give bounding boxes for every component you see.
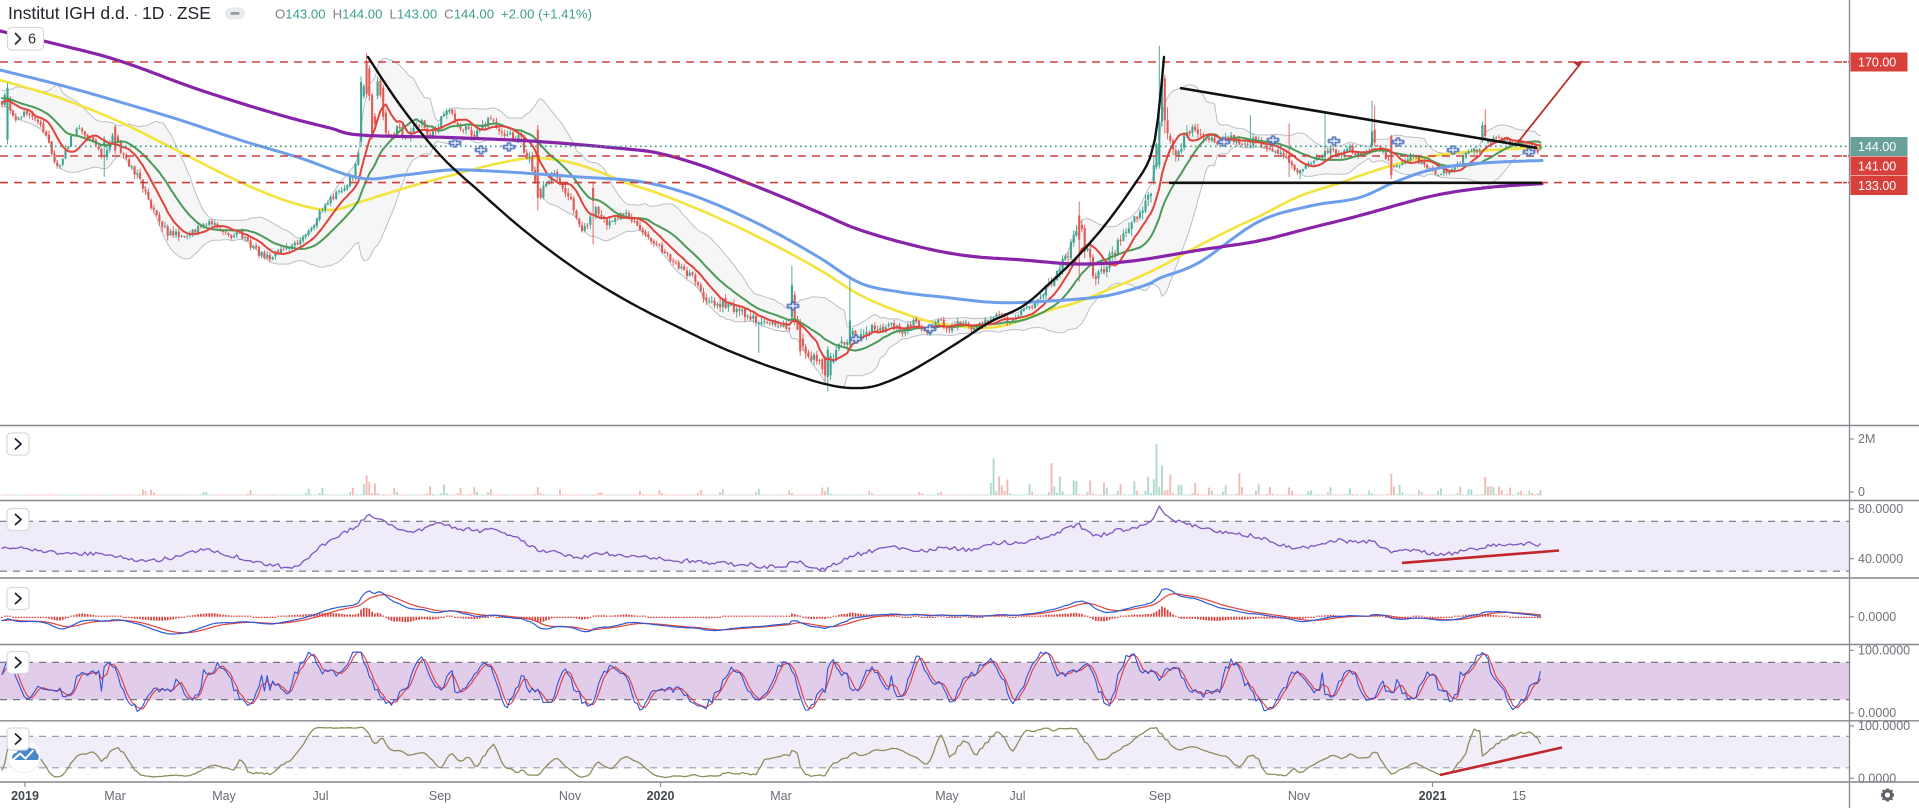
svg-text:2020: 2020 [647,789,675,803]
svg-text:May: May [212,789,236,803]
svg-text:133.00: 133.00 [1858,179,1896,193]
svg-text:2M: 2M [1858,432,1875,446]
svg-text:40.0000: 40.0000 [1858,552,1903,566]
svg-text:May: May [935,789,959,803]
svg-text:2021: 2021 [1419,789,1447,803]
svg-text:Sep: Sep [429,789,451,803]
svg-text:144.00: 144.00 [1858,140,1896,154]
svg-text:Jul: Jul [1010,789,1026,803]
svg-text:Mar: Mar [770,789,792,803]
svg-text:80.0000: 80.0000 [1858,502,1903,516]
svg-text:100.0000: 100.0000 [1858,644,1910,658]
svg-text:0: 0 [1858,485,1865,499]
svg-text:Mar: Mar [104,789,126,803]
svg-text:141.00: 141.00 [1858,159,1896,173]
svg-text:0.0000: 0.0000 [1858,772,1896,786]
svg-text:15: 15 [1512,789,1526,803]
svg-text:Institut IGH d.d. · 1D · ZSE: Institut IGH d.d. · 1D · ZSE [8,3,211,23]
svg-text:Nov: Nov [559,789,582,803]
svg-text:6: 6 [28,32,36,48]
svg-text:Jul: Jul [313,789,329,803]
svg-text:2019: 2019 [11,789,39,803]
svg-text:Sep: Sep [1149,789,1171,803]
svg-text:100.0000: 100.0000 [1858,719,1910,733]
svg-text:0.0000: 0.0000 [1858,610,1896,624]
svg-text:Nov: Nov [1288,789,1311,803]
svg-text:0.0000: 0.0000 [1858,706,1896,720]
svg-text:170.00: 170.00 [1858,55,1896,69]
